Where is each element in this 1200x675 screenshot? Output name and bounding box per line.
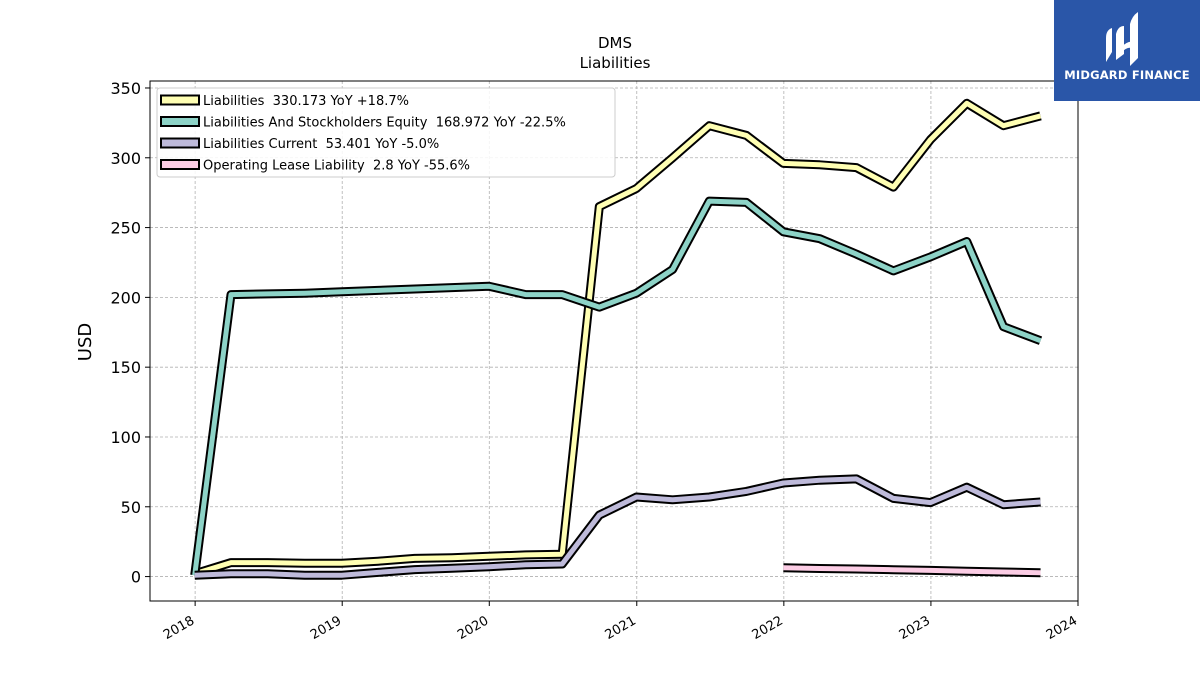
legend-label: Liabilities Current 53.401 YoY -5.0% (203, 137, 439, 152)
legend-swatch (160, 159, 200, 170)
legend-box (156, 87, 616, 178)
series-line (783, 565, 1041, 576)
legend-label: Liabilities And Stockholders Equity 168.… (203, 116, 566, 131)
x-tick-label: 2022 (750, 613, 786, 643)
x-tick-label: 2018 (161, 613, 197, 643)
y-axis-label: USD (75, 323, 96, 361)
y-tick-label: 300 (110, 149, 141, 168)
y-tick-label: 350 (110, 79, 141, 98)
midgard-finance-logo: MIDGARD FINANCE (1054, 0, 1200, 101)
logo-text: MIDGARD FINANCE (1064, 68, 1190, 82)
x-tick-label: 2023 (897, 613, 933, 643)
legend-label: Liabilities 330.173 YoY +18.7% (203, 94, 409, 109)
series-line (193, 100, 1042, 577)
series-1 (190, 196, 1043, 576)
logo-mark-icon (1106, 12, 1138, 66)
y-tick-label: 250 (110, 219, 141, 238)
series-0 (193, 98, 1042, 579)
chart-title: DMS (598, 34, 632, 52)
y-tick-label: 50 (121, 498, 141, 517)
legend-swatch (160, 116, 200, 127)
y-tick-label: 100 (110, 428, 141, 447)
series-line (192, 198, 1042, 576)
legend: Liabilities 330.173 YoY +18.7% Liabilitie… (156, 87, 616, 178)
x-tick-label: 2019 (308, 613, 344, 643)
x-tick-label: 2021 (603, 613, 639, 643)
series-2 (194, 474, 1041, 580)
legend-label: Operating Lease Liability 2.8 YoY -55.6% (203, 159, 470, 174)
y-tick-label: 150 (110, 358, 141, 377)
series-3 (783, 563, 1041, 578)
x-tick-label: 2020 (455, 613, 491, 643)
legend-swatch (160, 137, 200, 149)
chart-subtitle: Liabilities (580, 54, 651, 72)
y-tick-label: 0 (131, 568, 141, 587)
y-tick-label: 200 (110, 288, 141, 307)
x-tick-label: 2024 (1044, 613, 1080, 643)
series-lines (190, 98, 1043, 580)
series-line-outline (190, 196, 1043, 576)
legend-swatch (160, 94, 200, 106)
plot-frame (149, 80, 1079, 602)
series-line (194, 476, 1041, 578)
